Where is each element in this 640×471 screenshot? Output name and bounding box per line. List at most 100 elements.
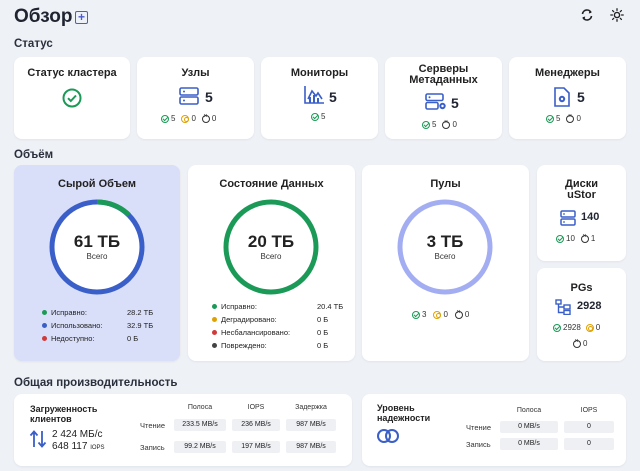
reliability-card[interactable]: Уровень надежности Полоса IOPS Чтение 0 … [362,394,626,466]
metadata-count: 5 [451,95,459,111]
error-icon [442,119,451,129]
ok-stat: 5 [422,120,436,129]
error-icon [454,309,463,319]
ok-stat: 5 [546,114,560,123]
ok-stat: 10 [556,234,575,243]
page-title: Обзор [14,6,73,27]
ring-healthy-arc [96,199,131,217]
col-iops: IOPS [247,404,265,411]
ok-icon [553,323,561,332]
pools-card[interactable]: Пулы 3 ТБ Всего 3 0 0 [362,165,529,361]
card-title: Мониторы [290,67,349,79]
legend-item: Повреждено: 0 Б [212,339,343,352]
card-title: Состояние Данных [219,178,324,190]
raw-volume-sub: Всего [86,252,108,261]
warn-stat: 0 [585,323,600,332]
refresh-icon[interactable] [580,8,594,27]
ok-stat: 5 [161,114,175,123]
data-state-sub: Всего [260,252,282,261]
add-button[interactable]: + [75,11,88,24]
row-label-read: Чтение [140,421,166,430]
ok-icon [546,114,554,123]
legend-swatch [42,310,47,315]
data-state-value: 20 ТБ [247,232,295,251]
disk-server-icon [560,210,576,231]
legend-item: Использовано: 32.9 ТБ [42,319,153,332]
client-throughput: 2 424 МБ/с [52,429,103,440]
pools-ring [397,199,493,295]
error-stat: 0 [573,338,587,348]
up-down-arrows-icon [29,429,47,454]
data-state-legend: Исправно: 20.4 ТБ Деградировано: 0 Б Несба… [212,300,343,352]
client-load-title: Загруженность клиентов [30,404,98,424]
error-icon [573,338,581,348]
pools-sub: Всего [434,252,456,261]
cluster-status-card[interactable]: Статус кластера [14,57,130,139]
ok-icon [412,310,420,319]
read-iops: 236 MB/s [232,419,280,431]
ok-icon [422,120,430,129]
warning-icon [585,323,594,332]
metadata-servers-card[interactable]: Серверы Метаданных 5 5 0 [385,57,502,139]
error-stat: 1 [580,233,595,243]
ustor-disks-card[interactable]: Диски uStor 140 10 1 [537,165,626,261]
write-latency: 987 MB/s [286,441,336,453]
server-icon [179,87,199,110]
card-title: Сырой Объем [58,178,136,190]
write-bandwidth: 99.2 MB/s [174,441,226,453]
row-label-write: Запись [466,440,491,449]
section-volume: Объём [14,149,54,161]
legend-swatch [212,304,217,309]
read-iops: 0 [564,421,614,433]
card-title: Серверы Метаданных [409,63,478,86]
legend-item: Недоступно: 0 Б [42,332,153,345]
error-stat: 0 [566,113,581,123]
monitors-card[interactable]: Мониторы 5 5 [261,57,378,139]
legend-swatch [42,336,47,341]
theme-toggle-icon[interactable] [610,8,624,27]
warning-icon [181,114,190,123]
monitors-count: 5 [329,89,337,105]
ok-stat: 3 [412,310,426,319]
warn-stat: 0 [181,114,196,123]
error-stat: 0 [454,309,469,319]
section-status: Статус [14,38,53,50]
hierarchy-icon [555,299,571,320]
client-load-card[interactable]: Загруженность клиентов 2 424 МБ/с 648 11… [14,394,352,466]
raw-volume-card[interactable]: Сырой Объем 61 ТБ Всего Исправно: 28.2 ТБ… [14,165,180,361]
link-rings-icon [376,427,400,450]
card-title: Статус кластера [27,67,117,79]
reliability-title: Уровень надежности [377,403,431,423]
error-stat: 0 [442,119,457,129]
managers-count: 5 [577,89,585,105]
read-bandwidth: 233.5 MB/s [174,419,226,431]
managers-card[interactable]: Менеджеры 5 5 0 [509,57,626,139]
ustor-count: 140 [581,211,600,223]
legend-swatch [212,330,217,335]
ring-arc [397,199,493,295]
ok-stat: 2928 [553,323,581,332]
legend-swatch [42,323,47,328]
legend-item: Исправно: 20.4 ТБ [212,300,343,313]
error-icon [566,113,575,123]
legend-swatch [212,317,217,322]
row-label-write: Запись [140,443,165,452]
section-performance: Общая производительность [14,377,178,389]
warn-stat: 0 [433,310,448,319]
data-state-card[interactable]: Состояние Данных 20 ТБ Всего Исправно: 20… [188,165,355,361]
pgs-count: 2928 [577,300,602,312]
card-title: Пулы [430,178,461,190]
error-icon [201,113,210,123]
pools-value: 3 ТБ [426,232,464,251]
ok-stat: 5 [311,112,325,121]
client-iops-line: 648 117 IOPS [52,441,105,452]
ok-icon [311,112,319,121]
nodes-card[interactable]: Узлы 5 5 0 0 [137,57,254,139]
raw-volume-ring [49,199,145,295]
document-settings-icon [553,87,571,112]
server-settings-icon [425,93,447,116]
pgs-card[interactable]: PGs 2928 2928 0 0 [537,268,626,361]
card-title: Менеджеры [535,67,600,79]
raw-volume-value: 61 ТБ [73,232,121,251]
card-title: Узлы [181,67,210,79]
